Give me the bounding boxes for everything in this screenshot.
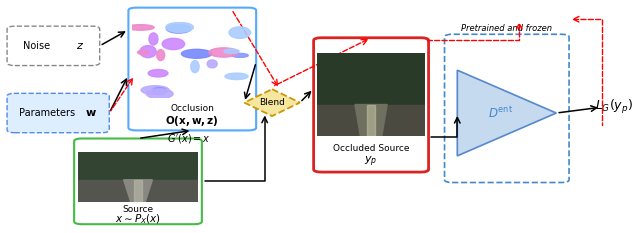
Polygon shape: [244, 89, 300, 116]
Text: Noise: Noise: [23, 41, 50, 51]
Text: $z$: $z$: [77, 41, 84, 51]
Text: $x \sim P_X(x)$: $x \sim P_X(x)$: [115, 212, 161, 226]
Polygon shape: [458, 70, 556, 156]
Text: $L_G(y_p)$: $L_G(y_p)$: [595, 98, 633, 116]
Text: $y_p$: $y_p$: [364, 154, 378, 169]
Text: $D^\mathrm{ent}$: $D^\mathrm{ent}$: [488, 105, 513, 121]
Text: $\mathbf{O(x, w, z)}$: $\mathbf{O(x, w, z)}$: [165, 114, 219, 128]
Text: $\mathbf{w}$: $\mathbf{w}$: [85, 108, 97, 118]
Text: Occlusion: Occlusion: [170, 104, 214, 113]
Text: Parameters: Parameters: [19, 108, 75, 118]
Text: Source: Source: [122, 205, 154, 214]
FancyBboxPatch shape: [7, 93, 109, 133]
Text: Pretrained and frozen: Pretrained and frozen: [461, 24, 552, 33]
Text: Occluded Source: Occluded Source: [333, 144, 410, 153]
Text: $G'(x) = x$: $G'(x) = x$: [167, 132, 211, 145]
Text: Blend: Blend: [259, 98, 285, 107]
